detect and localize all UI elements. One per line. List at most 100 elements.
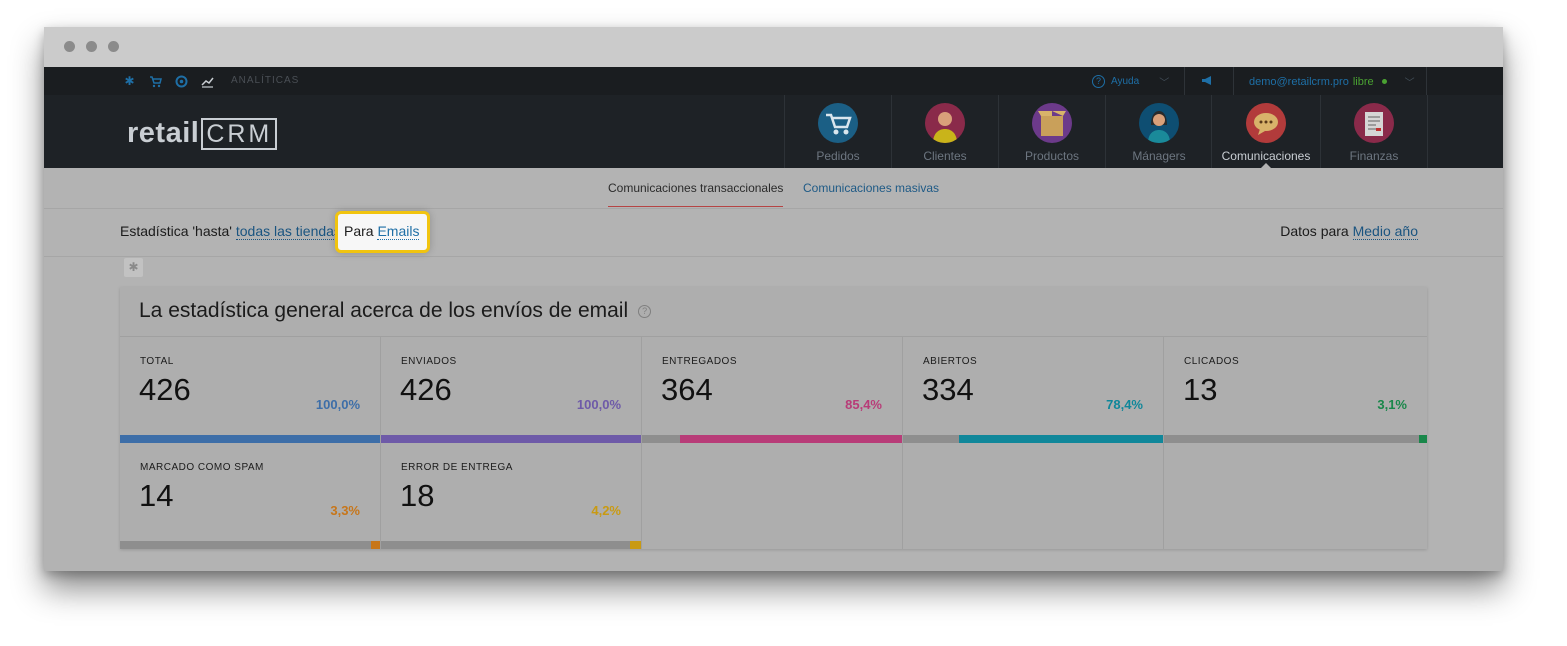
stat-bar [1164, 435, 1427, 443]
nav-item-finanzas[interactable]: Finanzas [1320, 95, 1428, 168]
empty-tile [642, 443, 903, 549]
nav-item-label: Clientes [923, 149, 967, 163]
period-filter: Datos para Medio año [1280, 223, 1418, 240]
shops-link[interactable]: todas las tienda [235, 223, 334, 240]
stat-label: ENVIADOS [401, 356, 457, 367]
stat-bar-fill [120, 435, 380, 443]
stat-tile-clicked: CLICADOS 13 3,1% [1164, 337, 1427, 443]
nav-item-label: Comunicaciones [1221, 149, 1311, 163]
top-utility-bar: ✱ ANALÍTICAS ? Ayuda ﹀ demo@retailcrm.pr… [44, 67, 1503, 95]
stat-percent: 85,4% [845, 397, 882, 412]
nav-item-managers[interactable]: Mánagers [1105, 95, 1212, 168]
gear-icon[interactable]: ✱ [124, 258, 143, 277]
stat-percent: 100,0% [576, 397, 621, 412]
channel-highlight [335, 211, 430, 253]
divider [120, 336, 1427, 337]
retailcrm-logo[interactable]: retail CRM [127, 117, 278, 150]
stat-value: 426 [139, 372, 191, 407]
period-link[interactable]: Medio año [1352, 223, 1418, 240]
stat-percent: 100,0% [315, 397, 360, 412]
tab-mass[interactable]: Comunicaciones masivas [803, 181, 940, 195]
stat-bar [120, 435, 380, 443]
browser-window: ✱ ANALÍTICAS ? Ayuda ﹀ demo@retailcrm.pr… [44, 27, 1503, 571]
stat-bar-fill [679, 435, 902, 443]
stat-value: 364 [661, 372, 713, 407]
window-maximize-dot[interactable] [108, 41, 119, 52]
tab-transactional[interactable]: Comunicaciones transaccionales [608, 181, 784, 195]
stat-value: 18 [400, 478, 435, 513]
stat-tile-sent: ENVIADOS 426 100,0% [381, 337, 642, 443]
stat-bar [903, 435, 1163, 443]
stat-label: CLICADOS [1184, 356, 1240, 367]
plan-label: libre [1352, 75, 1374, 88]
question-icon: ? [1092, 74, 1105, 88]
cart-icon [818, 103, 858, 143]
megaphone-icon[interactable] [1201, 74, 1214, 87]
chevron-down-icon: ﹀ [1404, 78, 1415, 89]
empty-tile [1164, 443, 1427, 549]
box-icon [1032, 103, 1072, 143]
sub-navigation: Comunicaciones transaccionales Comunicac… [44, 168, 1503, 209]
nav-item-pedidos[interactable]: Pedidos [784, 95, 891, 168]
chat-icon [1246, 103, 1286, 143]
nav-item-label: Pedidos [816, 149, 860, 163]
help-menu[interactable]: ? Ayuda ﹀ [1092, 73, 1169, 89]
nav-item-clientes[interactable]: Clientes [891, 95, 998, 168]
stat-percent: 4,2% [591, 503, 621, 518]
user-email: demo@retailcrm.pro [1249, 75, 1349, 88]
chevron-down-icon: ﹀ [1159, 77, 1170, 89]
stat-bar [642, 435, 902, 443]
filter-bar: Estadística 'hasta' todas las tiendas Da… [44, 208, 1503, 257]
channel-link[interactable]: Emails [377, 223, 420, 240]
divider [1233, 67, 1234, 95]
email-stats-panel: La estadística general acerca de los env… [120, 287, 1427, 549]
stat-value: 426 [400, 372, 452, 407]
stat-label: MARCADO COMO SPAM [140, 462, 264, 473]
for-label: Para [344, 223, 374, 239]
window-minimize-dot[interactable] [86, 41, 97, 52]
window-titlebar [44, 27, 1503, 67]
divider [1426, 67, 1427, 95]
logo-crm-text: CRM [201, 118, 278, 150]
nav-item-comunicaciones[interactable]: Comunicaciones [1211, 95, 1320, 168]
user-menu[interactable]: demo@retailcrm.pro libre ﹀ [1249, 74, 1415, 90]
logo-text: retail [127, 117, 200, 149]
stat-bar-fill [381, 435, 641, 443]
filter-prefix: Estadística 'hasta' [120, 223, 232, 239]
stat-bar [381, 541, 641, 549]
stat-value: 334 [922, 372, 974, 407]
document-icon [1354, 103, 1394, 143]
nav-item-label: Mánagers [1132, 149, 1186, 163]
stat-tile-delivery-error: ERROR DE ENTREGA 18 4,2% [381, 443, 642, 549]
stat-label: TOTAL [140, 356, 174, 367]
analytics-icon[interactable] [201, 75, 214, 88]
stat-bar [120, 541, 380, 549]
stat-value: 14 [139, 478, 174, 513]
online-status-dot [1381, 79, 1387, 84]
support-icon[interactable] [175, 75, 188, 88]
stat-percent: 3,3% [330, 503, 360, 518]
channel-filter: Para Emails [344, 223, 420, 240]
cart-small-icon[interactable] [149, 75, 162, 88]
stat-percent: 78,4% [1106, 397, 1143, 412]
question-icon[interactable]: ? [638, 304, 652, 318]
stat-label: ENTREGADOS [662, 356, 738, 367]
nav-item-label: Finanzas [1349, 149, 1399, 163]
main-navbar: retail CRM Pedidos Clientes Productos Mán… [44, 95, 1503, 168]
active-caret [1261, 163, 1271, 168]
stat-bar-fill [371, 541, 380, 549]
help-label: Ayuda [1111, 75, 1140, 87]
stat-bar-fill [1418, 435, 1427, 443]
divider [1184, 67, 1185, 95]
manager-icon [1139, 103, 1179, 143]
period-prefix: Datos para [1280, 223, 1349, 239]
person-icon [925, 103, 965, 143]
stat-value: 13 [1183, 372, 1218, 407]
nav-item-productos[interactable]: Productos [998, 95, 1105, 168]
settings-icon[interactable]: ✱ [124, 74, 135, 88]
stat-bar [381, 435, 641, 443]
panel-title-text: La estadística general acerca de los env… [139, 299, 629, 322]
filter-sentence: Estadística 'hasta' todas las tiendas [120, 223, 341, 240]
window-close-dot[interactable] [64, 41, 75, 52]
stat-label: ABIERTOS [923, 356, 978, 367]
